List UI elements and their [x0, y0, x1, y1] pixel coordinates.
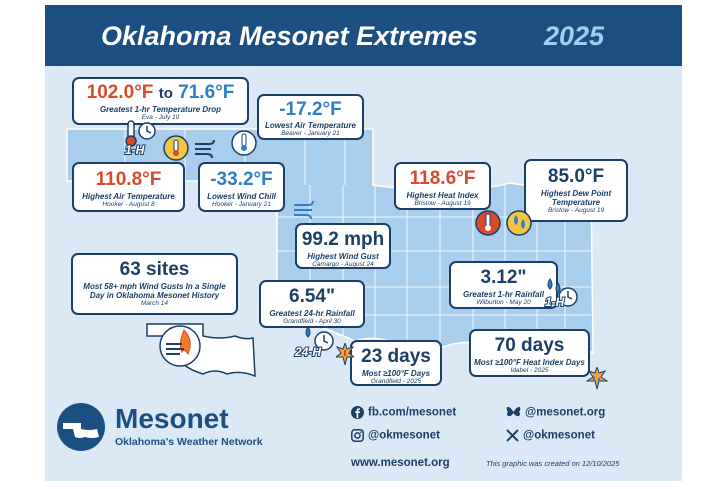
card-value: 118.6°F [409, 168, 476, 189]
logo-tagline: Oklahoma's Weather Network [115, 436, 263, 448]
card-sub: Eva - July 10 [141, 114, 180, 122]
heat-burst-icon [336, 343, 354, 365]
card-sub: Hooker - January 21 [212, 201, 271, 209]
card-sub: Wilburton - May 20 [476, 299, 531, 307]
oklahoma-outline-icon [146, 323, 256, 378]
wind-chill-icon [195, 139, 215, 159]
card-lowest-air-temperature: -17.2°F Lowest Air Temperature Beaver - … [257, 94, 364, 140]
wind-gust-icon [294, 200, 314, 220]
temp-drop-high: 102.0°F [86, 82, 154, 103]
x-link[interactable]: @okmesonet [506, 429, 595, 442]
facebook-icon [351, 406, 364, 419]
card-label: Highest Wind Gust [307, 252, 379, 261]
card-value: 85.0°F [547, 166, 605, 187]
card-label: Most 58+ mph Wind Gusts In a Single Day … [83, 282, 226, 301]
card-days-100: 23 days Most ≥100°F Days Grandfield - 20… [350, 340, 442, 386]
bluesky-link[interactable]: @mesonet.org [506, 406, 605, 419]
one-hour-rain-label: 1-H [544, 294, 565, 310]
card-greatest-24hr-rainfall: 6.54" Greatest 24-hr Rainfall Grandfield… [259, 280, 365, 328]
facebook-link[interactable]: fb.com/mesonet [351, 406, 456, 419]
page-title: Oklahoma Mesonet Extremes [101, 21, 478, 51]
card-value: 23 days [361, 346, 431, 367]
website-link[interactable]: www.mesonet.org [351, 457, 450, 469]
card-wind-gust-sites: 63 sites Most 58+ mph Wind Gusts In a Si… [71, 253, 238, 315]
thermometer-hot-icon [163, 135, 189, 161]
rain-24hr-clock-icon [305, 326, 334, 351]
card-label: Highest Dew Point Temperature [540, 189, 612, 208]
card-sub: Grandfield - April 30 [283, 318, 341, 326]
instagram-link[interactable]: @okmesonet [351, 429, 440, 442]
card-value: 99.2 mph [301, 229, 385, 250]
card-highest-dew-point: 85.0°F Highest Dew Point Temperature Bri… [524, 159, 628, 222]
card-value: 70 days [494, 335, 565, 356]
twentyfour-hour-label: 24-H [294, 344, 322, 360]
card-label: Greatest 1-hr Temperature Drop [99, 105, 222, 114]
card-heat-index-days: 70 days Most ≥100°F Heat Index Days Idab… [469, 329, 590, 377]
x-icon [506, 429, 519, 442]
bluesky-icon [506, 406, 521, 417]
instagram-icon [351, 429, 364, 442]
card-label: Highest Air Temperature [82, 192, 175, 201]
footer: Mesonet Oklahoma's Weather Network fb.co… [45, 393, 682, 481]
card-label: Lowest Wind Chill [207, 192, 276, 201]
card-label: Highest Heat Index [406, 191, 479, 200]
thermometer-cold-icon [231, 130, 257, 156]
card-value: 6.54" [289, 286, 335, 307]
temp-drop-to: to [158, 85, 173, 102]
card-label: Lowest Air Temperature [265, 121, 356, 130]
card-temperature-drop: 102.0°F to 71.6°F Greatest 1-hr Temperat… [72, 77, 249, 125]
card-sub: March 14 [140, 300, 169, 308]
header-banner: Oklahoma Mesonet Extremes 2025 [45, 5, 682, 66]
card-sub: Idabel - 2025 [510, 367, 549, 375]
card-greatest-1hr-rainfall: 3.12" Greatest 1-hr Rainfall Wilburton -… [449, 261, 558, 309]
card-value: 110.8°F [95, 169, 162, 190]
thermometer-clock-icon [125, 120, 156, 147]
mesonet-logo-icon [57, 403, 105, 451]
card-sub: Bristow - August 19 [414, 200, 471, 208]
card-sub: Bristow - August 19 [547, 207, 605, 215]
card-highest-air-temperature: 110.8°F Highest Air Temperature Hooker -… [72, 162, 185, 212]
year-label: 2025 [544, 21, 605, 51]
x-handle: @okmesonet [523, 429, 595, 442]
instagram-handle: @okmesonet [368, 429, 440, 442]
card-label: Most ≥100°F Days [361, 369, 431, 378]
card-value: 63 sites [119, 259, 190, 280]
rain-clock-icon [547, 278, 578, 307]
heat-index-thermometer-icon [475, 210, 501, 236]
card-sub: Hooker - August 8 [102, 201, 155, 209]
heat-index-drops-icon [585, 367, 609, 390]
card-label: Greatest 24-hr Rainfall [269, 309, 355, 318]
card-label: Most ≥100°F Heat Index Days [474, 358, 585, 367]
infographic-poster: Oklahoma Mesonet Extremes 2025 102.0°F t… [45, 5, 682, 481]
card-sub: Camargo - August 24 [312, 261, 374, 269]
facebook-handle: fb.com/mesonet [368, 406, 457, 419]
card-label: Greatest 1-hr Rainfall [463, 290, 544, 299]
card-lowest-wind-chill: -33.2°F Lowest Wind Chill Hooker - Janua… [198, 162, 285, 212]
temp-drop-low: 71.6°F [178, 82, 235, 103]
card-value: -17.2°F [279, 99, 342, 120]
one-hour-label: 1-H [124, 142, 145, 158]
card-sub: Beaver - January 21 [281, 130, 340, 138]
card-value: 3.12" [480, 267, 527, 288]
dew-point-icon [506, 210, 532, 236]
logo-name: Mesonet [115, 403, 229, 434]
wind-fire-icon [159, 325, 201, 367]
bluesky-handle: @mesonet.org [525, 406, 606, 419]
card-sub: Grandfield - 2025 [370, 378, 422, 386]
card-highest-heat-index: 118.6°F Highest Heat Index Bristow - Aug… [394, 162, 491, 210]
card-value: -33.2°F [210, 169, 273, 190]
card-highest-wind-gust: 99.2 mph Highest Wind Gust Camargo - Aug… [295, 223, 391, 269]
created-note: This graphic was created on 12/10/2025 [486, 459, 620, 468]
